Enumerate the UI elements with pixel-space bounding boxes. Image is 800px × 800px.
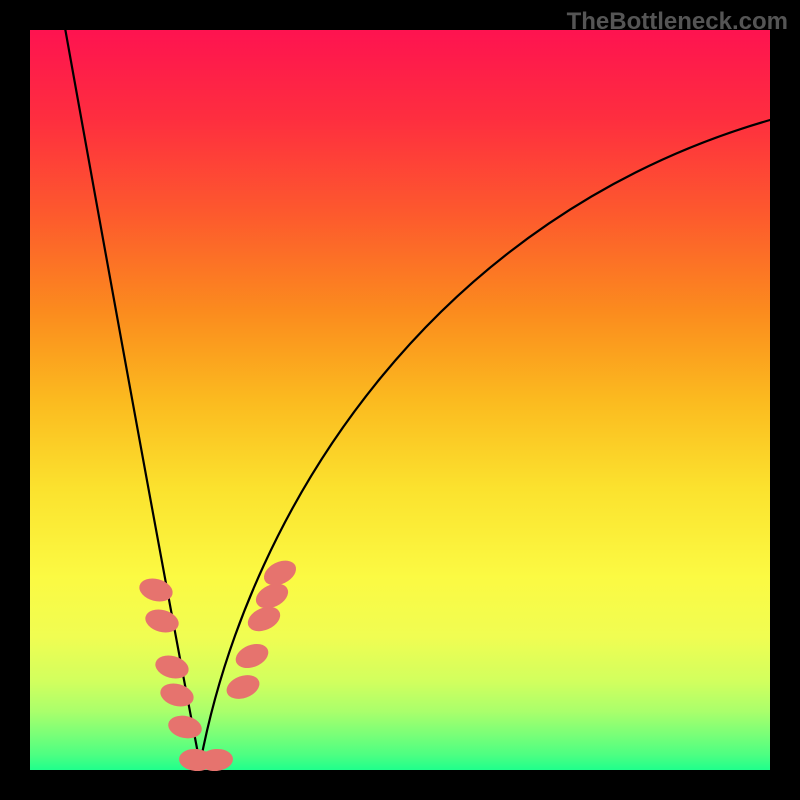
gradient-background bbox=[30, 30, 770, 770]
watermark-text: TheBottleneck.com bbox=[567, 8, 788, 36]
bottleneck-chart bbox=[0, 0, 800, 800]
chart-root: { "watermark": { "text": "TheBottleneck.… bbox=[0, 0, 800, 800]
